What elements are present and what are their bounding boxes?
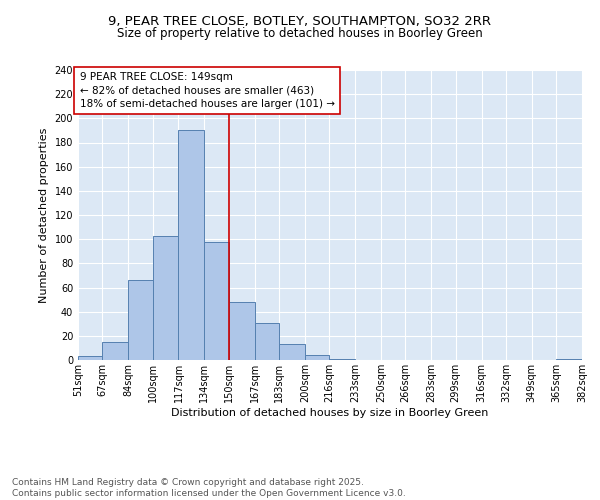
Text: 9, PEAR TREE CLOSE, BOTLEY, SOUTHAMPTON, SO32 2RR: 9, PEAR TREE CLOSE, BOTLEY, SOUTHAMPTON,… [109, 15, 491, 28]
Bar [329, 359, 355, 360]
Bar [103, 342, 128, 360]
Bar [205, 242, 229, 360]
Text: Contains HM Land Registry data © Crown copyright and database right 2025.
Contai: Contains HM Land Registry data © Crown c… [12, 478, 406, 498]
Bar [305, 355, 329, 360]
Bar [279, 344, 305, 360]
X-axis label: Distribution of detached houses by size in Boorley Green: Distribution of detached houses by size … [172, 408, 488, 418]
Text: 9 PEAR TREE CLOSE: 149sqm
← 82% of detached houses are smaller (463)
18% of semi: 9 PEAR TREE CLOSE: 149sqm ← 82% of detac… [80, 72, 335, 109]
Bar [229, 302, 254, 360]
Bar [178, 130, 205, 360]
Text: Size of property relative to detached houses in Boorley Green: Size of property relative to detached ho… [117, 28, 483, 40]
Y-axis label: Number of detached properties: Number of detached properties [39, 128, 49, 302]
Bar [254, 322, 279, 360]
Bar [556, 359, 582, 360]
Bar [152, 236, 178, 360]
Bar [128, 280, 152, 360]
Bar [78, 356, 103, 360]
